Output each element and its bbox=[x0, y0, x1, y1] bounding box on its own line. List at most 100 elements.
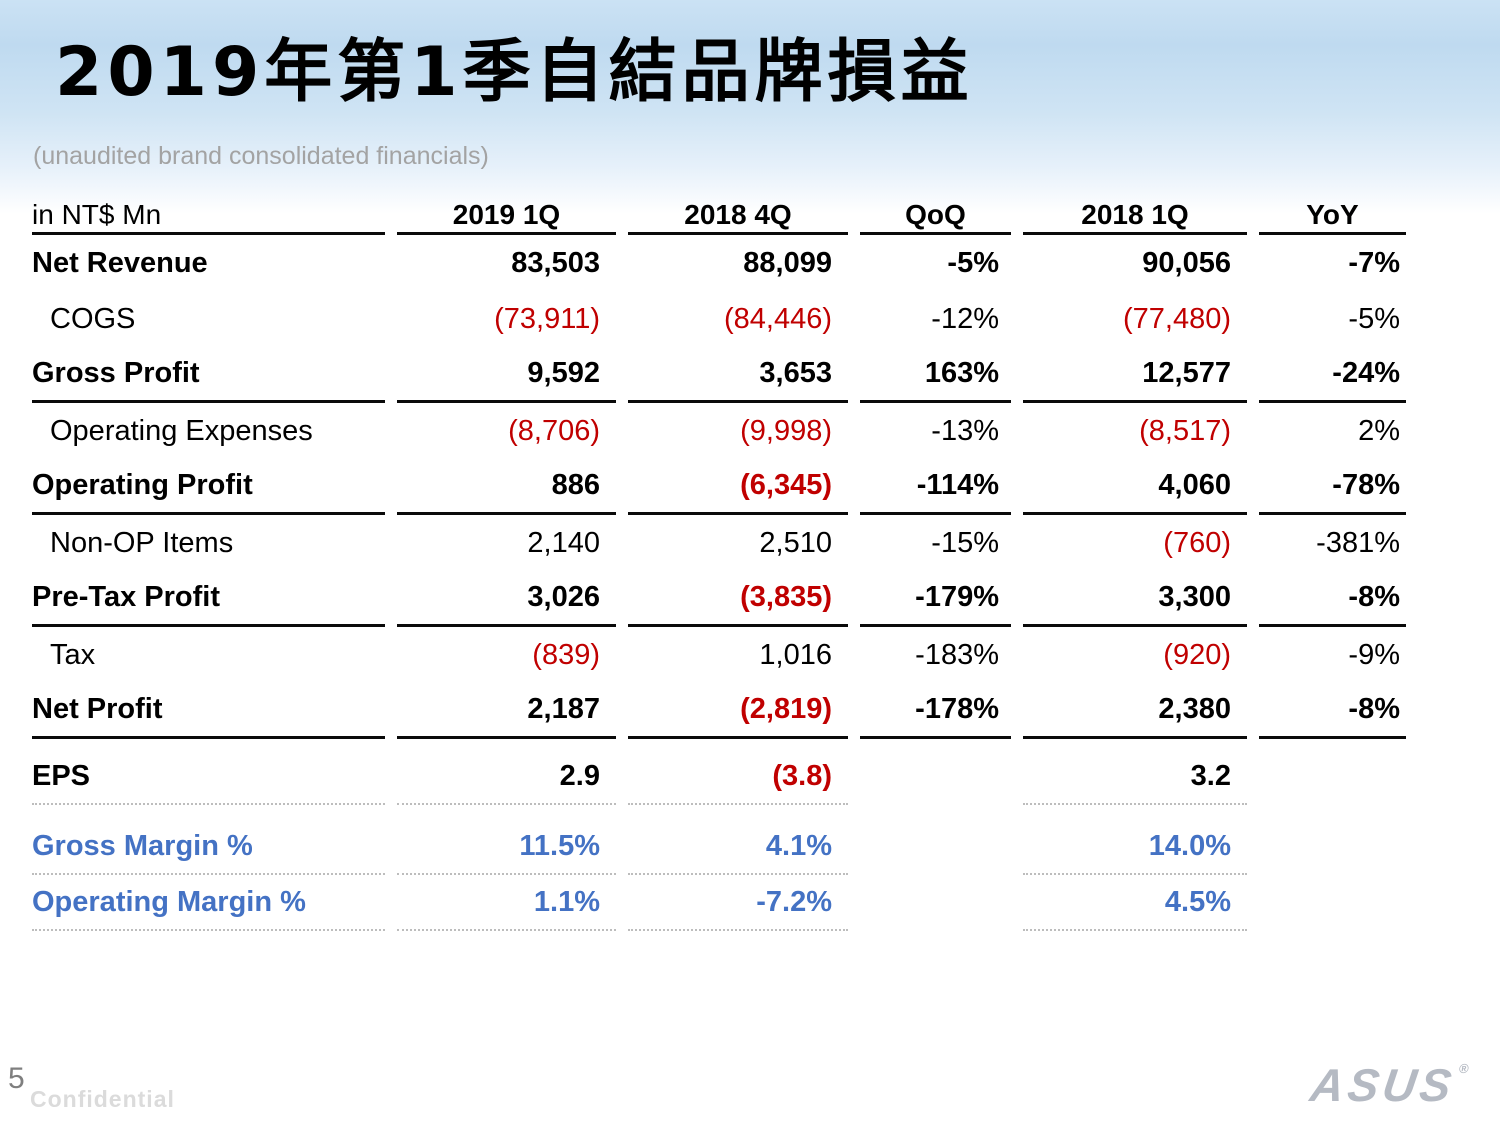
cell-value: 4,060 bbox=[1023, 459, 1247, 515]
cell-value: -5% bbox=[947, 246, 999, 279]
cell-value: 2,140 bbox=[527, 526, 600, 559]
cell-value: 4.5% bbox=[1023, 875, 1247, 931]
cell-value: 2,380 bbox=[1023, 683, 1247, 739]
cell-value: -381% bbox=[1316, 526, 1400, 559]
row-label: Pre-Tax Profit bbox=[32, 571, 385, 627]
cell-value: (8,517) bbox=[1139, 414, 1231, 447]
cell-value: 2.9 bbox=[397, 749, 616, 805]
row-label: COGS bbox=[50, 302, 136, 335]
asus-logo-text: ASUS bbox=[1306, 1059, 1459, 1111]
cell-value bbox=[860, 749, 1011, 805]
cell-value: 9,592 bbox=[397, 347, 616, 403]
registered-mark-icon: ® bbox=[1457, 1061, 1470, 1076]
row-label: Net Revenue bbox=[32, 246, 208, 279]
cell-value: 2% bbox=[1358, 414, 1400, 447]
cell-value: 2,510 bbox=[759, 526, 832, 559]
cell-value: -7.2% bbox=[628, 875, 848, 931]
row-label: Operating Profit bbox=[32, 459, 385, 515]
page-subtitle: (unaudited brand consolidated financials… bbox=[33, 142, 489, 170]
cell-value bbox=[1259, 875, 1406, 931]
row-label: Operating Margin % bbox=[32, 875, 385, 931]
table-row-operating-margin: Operating Margin % 1.1% -7.2% 4.5% bbox=[32, 875, 1406, 931]
row-label: Gross Profit bbox=[32, 347, 385, 403]
confidential-watermark: Confidential bbox=[30, 1086, 175, 1112]
cell-value: (77,480) bbox=[1122, 302, 1231, 335]
cell-value: (2,819) bbox=[628, 683, 848, 739]
row-label: EPS bbox=[32, 749, 385, 805]
cell-value: 3,653 bbox=[628, 347, 848, 403]
row-label: Gross Margin % bbox=[32, 819, 385, 875]
cell-value: 2,187 bbox=[397, 683, 616, 739]
cell-value: 3,026 bbox=[397, 571, 616, 627]
table-row-pre-tax-profit: Pre-Tax Profit 3,026 (3,835) -179% 3,300 -8% bbox=[32, 571, 1406, 627]
cell-value: -8% bbox=[1259, 571, 1406, 627]
cell-value: -12% bbox=[931, 302, 999, 335]
table-row-gross-profit: Gross Profit 9,592 3,653 163% 12,577 -24% bbox=[32, 347, 1406, 403]
cell-value: -5% bbox=[1348, 302, 1400, 335]
cell-value: -7% bbox=[1348, 246, 1400, 279]
page-title: 2019年第1季自結品牌損益 bbox=[55, 33, 974, 112]
cell-value bbox=[1259, 749, 1406, 805]
cell-value: 90,056 bbox=[1142, 246, 1231, 279]
unit-label: in NT$ Mn bbox=[32, 198, 385, 235]
cell-value: 4.1% bbox=[628, 819, 848, 875]
cell-value: -78% bbox=[1259, 459, 1406, 515]
column-header-2018-1q: 2018 1Q bbox=[1023, 198, 1247, 235]
cell-value: -183% bbox=[915, 638, 999, 671]
asus-logo: ASUS® bbox=[1307, 1058, 1470, 1112]
column-header-yoy: YoY bbox=[1259, 198, 1406, 235]
cell-value: (920) bbox=[1163, 638, 1231, 671]
cell-value: 12,577 bbox=[1023, 347, 1247, 403]
table-row-gross-margin: Gross Margin % 11.5% 4.1% 14.0% bbox=[32, 819, 1406, 875]
table-row-operating-expenses: Operating Expenses (8,706) (9,998) -13% (8,5… bbox=[32, 403, 1406, 459]
column-header-2019-1q: 2019 1Q bbox=[397, 198, 616, 235]
cell-value: 83,503 bbox=[511, 246, 600, 279]
cell-value: 14.0% bbox=[1023, 819, 1247, 875]
cell-value: 886 bbox=[397, 459, 616, 515]
cell-value: 11.5% bbox=[397, 819, 616, 875]
column-header-qoq: QoQ bbox=[860, 198, 1011, 235]
cell-value: (3.8) bbox=[628, 749, 848, 805]
cell-value: 3.2 bbox=[1023, 749, 1247, 805]
table-row-operating-profit: Operating Profit 886 (6,345) -114% 4,060 -78% bbox=[32, 459, 1406, 515]
cell-value: 1.1% bbox=[397, 875, 616, 931]
row-label: Non-OP Items bbox=[50, 526, 234, 559]
table-header-row: in NT$ Mn 2019 1Q 2018 4Q QoQ 2018 1Q Yo… bbox=[32, 198, 1406, 235]
cell-value bbox=[860, 875, 1011, 931]
cell-value: -9% bbox=[1348, 638, 1400, 671]
cell-value: -114% bbox=[860, 459, 1011, 515]
table-row-cogs: COGS (73,911) (84,446) -12% (77,480) -5% bbox=[32, 291, 1406, 347]
financial-table: in NT$ Mn 2019 1Q 2018 4Q QoQ 2018 1Q Yo… bbox=[32, 198, 1406, 931]
row-label: Operating Expenses bbox=[50, 414, 313, 447]
cell-value: (84,446) bbox=[723, 302, 832, 335]
row-label: Tax bbox=[50, 638, 96, 671]
cell-value: (6,345) bbox=[628, 459, 848, 515]
cell-value: (3,835) bbox=[628, 571, 848, 627]
page-number: 5 bbox=[8, 1062, 25, 1095]
cell-value: 88,099 bbox=[743, 246, 832, 279]
cell-value: -15% bbox=[931, 526, 999, 559]
cell-value: -178% bbox=[860, 683, 1011, 739]
cell-value: 3,300 bbox=[1023, 571, 1247, 627]
cell-value: -8% bbox=[1259, 683, 1406, 739]
cell-value bbox=[1259, 819, 1406, 875]
cell-value: (760) bbox=[1163, 526, 1231, 559]
cell-value: 163% bbox=[860, 347, 1011, 403]
table-row-tax: Tax (839) 1,016 -183% (920) -9% bbox=[32, 627, 1406, 683]
cell-value: (839) bbox=[532, 638, 600, 671]
cell-value bbox=[860, 819, 1011, 875]
cell-value: (8,706) bbox=[508, 414, 600, 447]
table-row-non-op-items: Non-OP Items 2,140 2,510 -15% (760) -381% bbox=[32, 515, 1406, 571]
table-row-net-revenue: Net Revenue 83,503 88,099 -5% 90,056 -7% bbox=[32, 235, 1406, 291]
cell-value: -24% bbox=[1259, 347, 1406, 403]
cell-value: -179% bbox=[860, 571, 1011, 627]
row-label: Net Profit bbox=[32, 683, 385, 739]
cell-value: 1,016 bbox=[759, 638, 832, 671]
column-header-2018-4q: 2018 4Q bbox=[628, 198, 848, 235]
table-row-eps: EPS 2.9 (3.8) 3.2 bbox=[32, 749, 1406, 805]
table-row-net-profit: Net Profit 2,187 (2,819) -178% 2,380 -8% bbox=[32, 683, 1406, 739]
cell-value: -13% bbox=[931, 414, 999, 447]
cell-value: (9,998) bbox=[740, 414, 832, 447]
cell-value: (73,911) bbox=[494, 302, 600, 335]
